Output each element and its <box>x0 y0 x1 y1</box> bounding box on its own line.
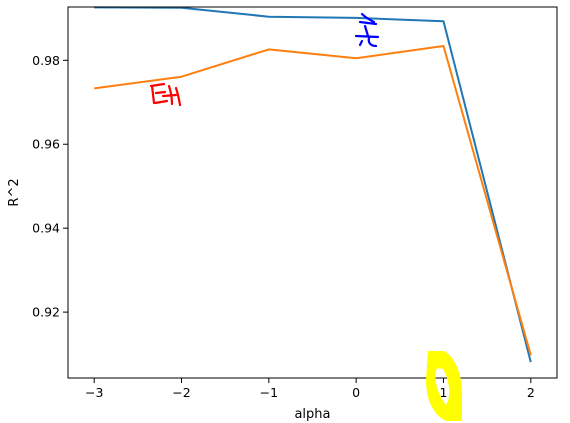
x-tick-label: 2 <box>527 385 535 400</box>
yellow-highlight-annotation <box>426 351 462 421</box>
x-tick-label: −2 <box>172 385 190 400</box>
y-tick-label: 0.98 <box>32 53 60 68</box>
y-tick-label: 0.96 <box>32 137 60 152</box>
x-tick-label: 0 <box>352 385 360 400</box>
x-tick-label: −3 <box>85 385 103 400</box>
plot-area: −3 −2 −1 0 1 2 0.92 0.94 0.96 0.98 alpha R^2 <box>7 6 558 422</box>
red-scribble-annotation <box>149 82 182 107</box>
y-tick-label: 0.92 <box>32 305 60 320</box>
series-line-1 <box>94 6 532 363</box>
annotations <box>149 12 462 421</box>
x-axis-label: alpha <box>294 407 330 422</box>
series-line-2 <box>94 45 532 356</box>
x-tick-label: 1 <box>440 385 448 400</box>
x-tick-label: −1 <box>260 385 278 400</box>
axes-frame <box>67 6 558 379</box>
blue-scribble-annotation <box>354 12 380 48</box>
y-axis-label: R^2 <box>7 178 22 206</box>
y-tick-label: 0.94 <box>32 221 60 236</box>
